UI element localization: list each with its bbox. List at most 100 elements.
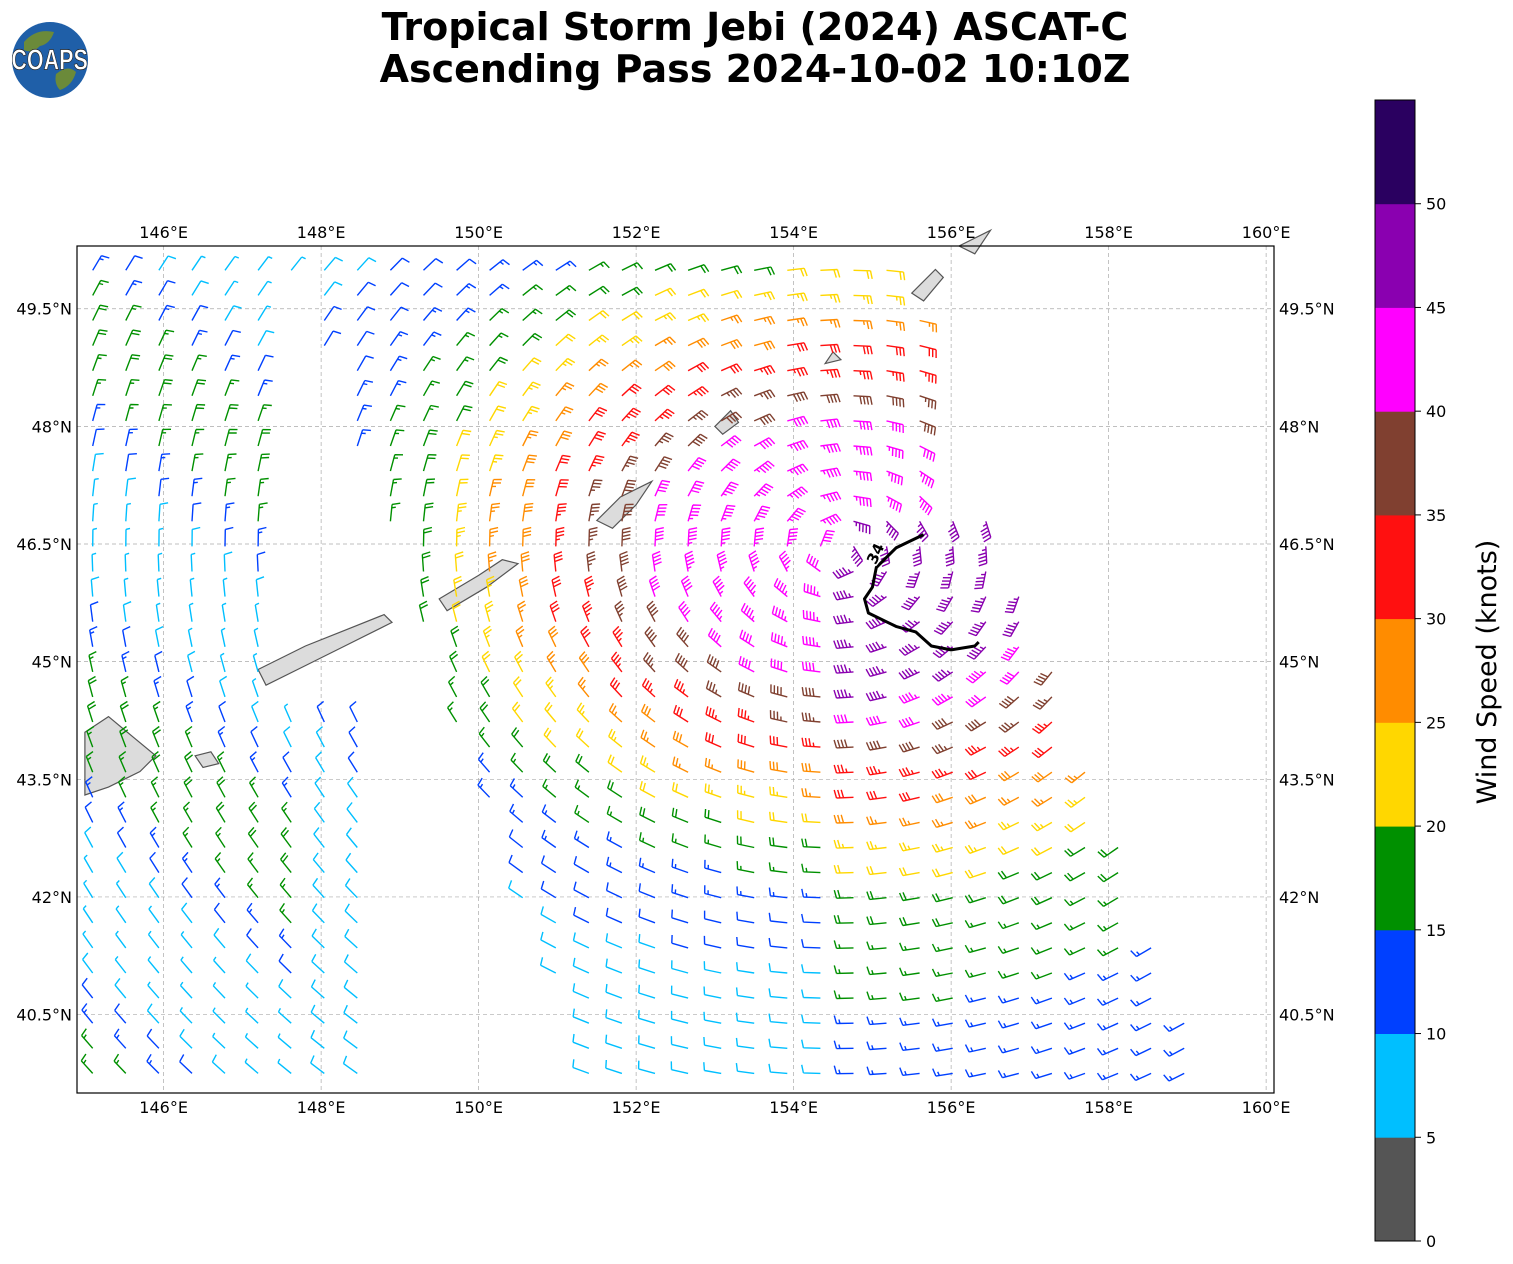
wind-barb — [898, 767, 920, 778]
wind-barb — [671, 909, 689, 924]
wind-barb — [146, 1053, 160, 1074]
wind-barb — [455, 502, 467, 522]
wind-barb — [147, 981, 160, 999]
wind-barb — [245, 1007, 259, 1024]
colorbar-bin — [1375, 1033, 1415, 1138]
wind-barb — [684, 550, 695, 572]
wind-barb — [997, 770, 1020, 782]
wind-barb — [919, 319, 938, 333]
wind-barb — [92, 378, 107, 397]
wind-barb — [257, 354, 274, 371]
wind-barb — [248, 776, 259, 798]
wind-barb — [487, 551, 497, 572]
wind-barb — [705, 680, 722, 698]
wind-barb — [1130, 997, 1152, 1007]
wind-barb — [125, 527, 131, 547]
colorbar-bin — [1375, 929, 1415, 1034]
wind-barb — [588, 310, 610, 322]
wind-barb — [680, 575, 693, 597]
wind-barb — [886, 445, 904, 459]
wind-barb — [551, 575, 562, 597]
wind-barb — [1030, 871, 1053, 881]
wind-barb — [542, 753, 557, 773]
wind-barb — [833, 664, 854, 674]
wind-barb — [421, 551, 431, 572]
wind-barb — [323, 330, 342, 346]
wind-barb — [323, 256, 344, 271]
wind-barb — [1096, 997, 1119, 1006]
wind-barb — [555, 382, 575, 397]
wind-barb — [605, 1059, 623, 1075]
wind-barb — [180, 956, 193, 974]
wind-barb — [769, 710, 788, 723]
wind-barb — [820, 293, 841, 303]
wind-barb — [149, 826, 160, 848]
lat-tick-label-left: 49.5°N — [16, 300, 72, 319]
wind-barb — [254, 602, 260, 622]
colorbar-tick-label: 50 — [1426, 195, 1446, 214]
wind-barb — [522, 381, 541, 397]
wind-barb — [932, 1068, 953, 1077]
wind-barb — [1030, 922, 1053, 931]
colorbar-tick-label: 20 — [1426, 817, 1446, 836]
wind-barb — [720, 527, 731, 547]
wind-barb — [522, 259, 544, 271]
lat-tick-label-right: 48°N — [1279, 417, 1319, 436]
wind-barb — [801, 939, 821, 949]
wind-barb — [577, 676, 590, 698]
wind-barb — [219, 652, 226, 673]
wind-barb — [931, 743, 953, 755]
wind-barb — [833, 1040, 854, 1050]
wind-barb — [964, 844, 987, 854]
wind-barb — [574, 804, 590, 823]
wind-barb — [833, 915, 854, 924]
wind-barb — [213, 902, 226, 924]
wind-barb — [191, 502, 202, 522]
wind-barb — [687, 288, 710, 298]
wind-barb — [555, 454, 571, 472]
colorbar-bin — [1375, 618, 1415, 723]
wind-barb — [422, 380, 440, 397]
wind-barb — [736, 810, 755, 824]
wind-barb — [740, 602, 755, 623]
wind-barb — [182, 801, 193, 823]
wind-barb — [356, 330, 375, 346]
wind-barb — [345, 852, 358, 874]
colorbar-bin — [1375, 307, 1415, 412]
wind-barb — [704, 808, 722, 824]
wind-barb — [638, 984, 656, 999]
wind-barb — [769, 735, 788, 748]
wind-barb — [703, 1011, 722, 1024]
lon-tick-label-bottom: 156°E — [927, 1098, 976, 1117]
wind-barb — [347, 751, 358, 773]
wind-barb — [542, 778, 557, 798]
wind-barb — [721, 265, 743, 275]
wind-barb — [480, 676, 491, 698]
wind-barb — [801, 888, 821, 899]
wind-barb — [654, 287, 677, 297]
wind-barb — [931, 893, 953, 903]
wind-barb — [212, 1032, 226, 1049]
wind-barb — [801, 1064, 821, 1075]
wind-barb — [588, 261, 610, 271]
wind-barb — [420, 575, 430, 597]
wind-barb — [280, 852, 292, 874]
wind-barb — [356, 281, 376, 296]
wind-barb — [344, 878, 358, 899]
wind-barb — [704, 783, 722, 798]
wind-barb — [605, 882, 623, 899]
lon-tick-label-bottom: 148°E — [297, 1098, 346, 1117]
wind-barb — [898, 741, 920, 753]
wind-barb — [553, 551, 563, 572]
wind-barb — [588, 406, 608, 422]
wind-barb — [147, 930, 160, 949]
wind-barb — [221, 602, 227, 622]
wind-barb — [703, 1036, 722, 1049]
wind-barb — [737, 784, 755, 798]
wind-barb — [216, 776, 226, 798]
wind-barb — [754, 315, 776, 325]
wind-barb — [509, 778, 524, 798]
wind-barb — [1163, 1047, 1185, 1057]
wind-barb — [670, 1036, 689, 1049]
wind-barb — [999, 671, 1020, 685]
